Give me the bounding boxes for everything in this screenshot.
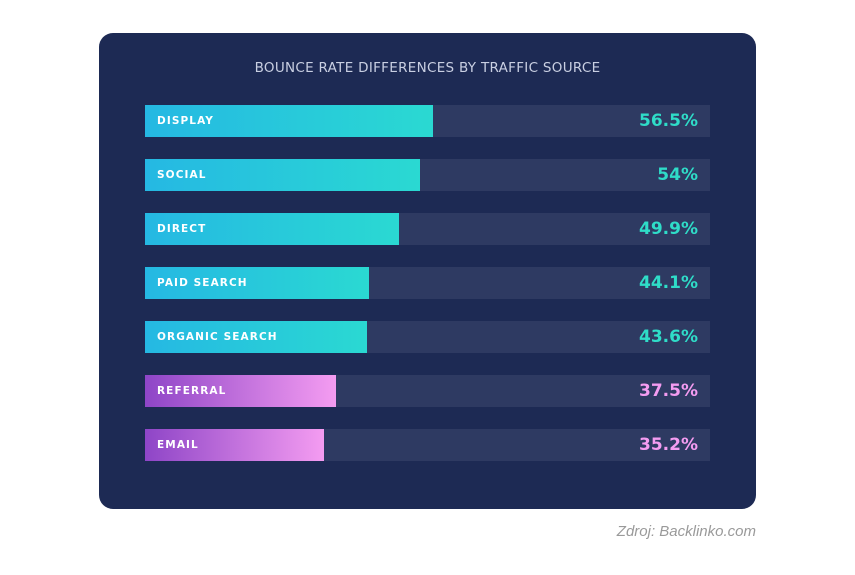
bar-row: PAID SEARCH 44.1% bbox=[145, 267, 710, 299]
value-label: 43.6% bbox=[639, 327, 698, 347]
category-label: DIRECT bbox=[157, 223, 207, 235]
bar-row: SOCIAL 54% bbox=[145, 159, 710, 191]
bar bbox=[145, 105, 433, 137]
bar bbox=[145, 159, 420, 191]
chart-card: BOUNCE RATE DIFFERENCES BY TRAFFIC SOURC… bbox=[99, 33, 756, 509]
source-caption: Zdroj: Backlinko.com bbox=[616, 523, 756, 540]
bar bbox=[145, 321, 367, 353]
bar-row: ORGANIC SEARCH 43.6% bbox=[145, 321, 710, 353]
value-label: 37.5% bbox=[639, 381, 698, 401]
category-label: PAID SEARCH bbox=[157, 277, 248, 289]
bar bbox=[145, 213, 399, 245]
bar-rows: DISPLAY 56.5% SOCIAL 54% DIRECT 49.9% PAID SEA… bbox=[145, 105, 710, 483]
category-label: DISPLAY bbox=[157, 115, 214, 127]
value-label: 49.9% bbox=[639, 219, 698, 239]
bar-row: REFERRAL 37.5% bbox=[145, 375, 710, 407]
bar-row: EMAIL 35.2% bbox=[145, 429, 710, 461]
bar-row: DIRECT 49.9% bbox=[145, 213, 710, 245]
value-label: 44.1% bbox=[639, 273, 698, 293]
bar bbox=[145, 375, 336, 407]
bar-row: DISPLAY 56.5% bbox=[145, 105, 710, 137]
category-label: EMAIL bbox=[157, 439, 199, 451]
chart-title: BOUNCE RATE DIFFERENCES BY TRAFFIC SOURC… bbox=[254, 60, 601, 76]
category-label: ORGANIC SEARCH bbox=[157, 331, 278, 343]
bar bbox=[145, 429, 325, 461]
value-label: 56.5% bbox=[639, 111, 698, 131]
value-label: 35.2% bbox=[639, 435, 698, 455]
value-label: 54% bbox=[657, 165, 698, 185]
bar bbox=[145, 267, 370, 299]
category-label: SOCIAL bbox=[157, 169, 207, 181]
category-label: REFERRAL bbox=[157, 385, 227, 397]
